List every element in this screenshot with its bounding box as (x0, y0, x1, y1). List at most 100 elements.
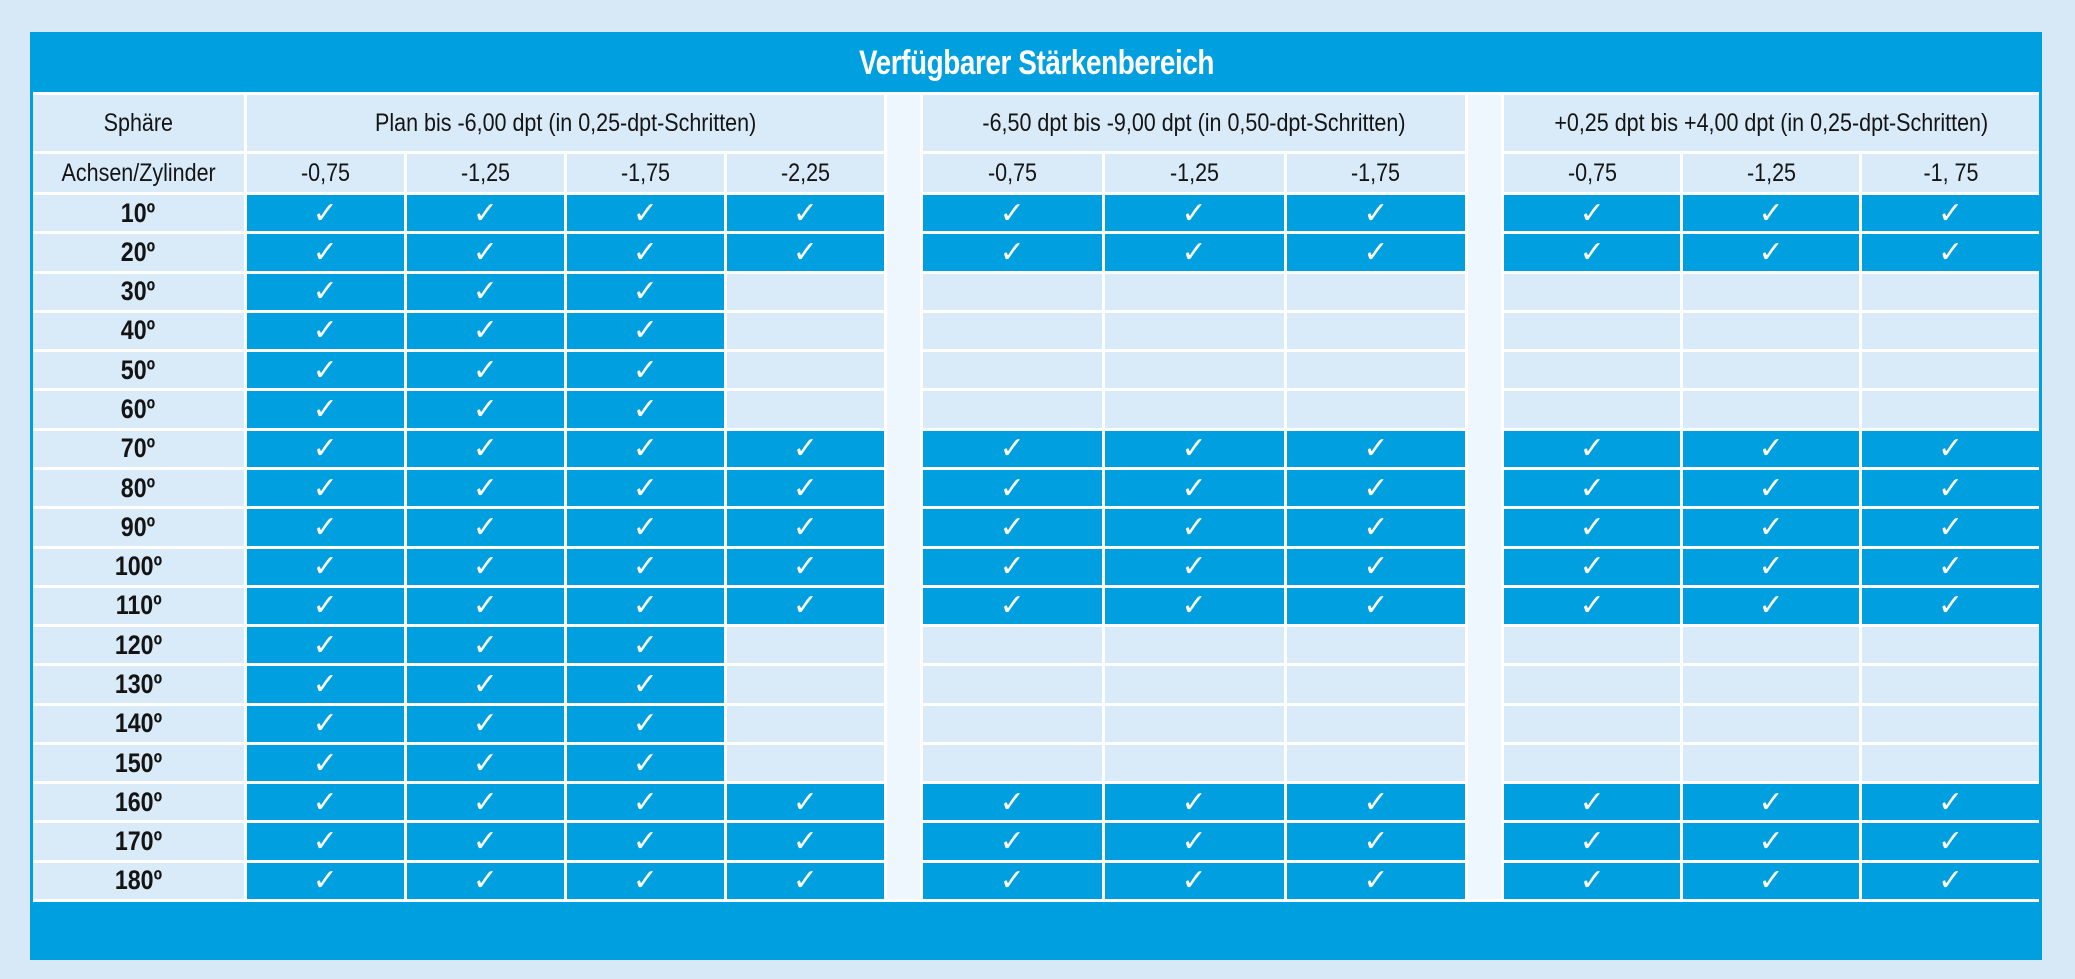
check-cell: ✓ (1504, 469, 1681, 507)
axis-label-cell: 130º (33, 666, 244, 703)
check-cell: ✓ (246, 548, 404, 585)
check-cell: ✓ (566, 234, 724, 271)
empty-cell (1104, 705, 1284, 742)
check-cell: ✓ (922, 587, 1102, 625)
empty-cell (1862, 273, 2039, 310)
check-cell: ✓ (566, 312, 724, 350)
empty-cell (1104, 627, 1284, 664)
check-cell: ✓ (1862, 823, 2039, 860)
group-header-cell: -6,50 dpt bis -9,00 dpt (in 0,50-dpt-Sch… (922, 95, 1466, 151)
check-cell: ✓ (566, 273, 724, 310)
empty-cell (1286, 627, 1466, 664)
check-cell: ✓ (406, 273, 564, 310)
empty-cell (1104, 744, 1284, 782)
check-cell: ✓ (1104, 234, 1284, 271)
empty-cell (922, 744, 1102, 782)
check-cell: ✓ (246, 430, 404, 467)
empty-cell (1683, 666, 1860, 703)
check-cell: ✓ (726, 784, 884, 821)
check-cell: ✓ (1104, 823, 1284, 860)
empty-cell (726, 312, 884, 350)
check-cell: ✓ (406, 705, 564, 742)
check-cell: ✓ (1286, 469, 1466, 507)
column-header-cell: -1,25 (1104, 154, 1284, 192)
column-header-cell: -1,25 (406, 154, 564, 192)
check-cell: ✓ (1104, 862, 1284, 899)
check-cell: ✓ (726, 548, 884, 585)
check-cell: ✓ (246, 469, 404, 507)
check-cell: ✓ (922, 509, 1102, 546)
check-cell: ✓ (1683, 862, 1860, 899)
empty-cell (1104, 666, 1284, 703)
empty-cell (1286, 666, 1466, 703)
check-cell: ✓ (1104, 784, 1284, 821)
empty-cell (1862, 666, 2039, 703)
axis-label-cell: 150º (33, 744, 244, 782)
check-cell: ✓ (726, 234, 884, 271)
check-cell: ✓ (726, 195, 884, 232)
check-cell: ✓ (922, 784, 1102, 821)
column-header-cell: -1,25 (1683, 154, 1860, 192)
axis-label-cell: 10º (33, 195, 244, 232)
check-cell: ✓ (566, 430, 724, 467)
check-cell: ✓ (1286, 195, 1466, 232)
check-cell: ✓ (1104, 195, 1284, 232)
check-cell: ✓ (1504, 195, 1681, 232)
check-cell: ✓ (566, 548, 724, 585)
empty-cell (1286, 391, 1466, 428)
check-cell: ✓ (1862, 469, 2039, 507)
axis-label-cell: 90º (33, 509, 244, 546)
check-cell: ✓ (406, 784, 564, 821)
check-cell: ✓ (246, 666, 404, 703)
check-cell: ✓ (1683, 823, 1860, 860)
check-cell: ✓ (1504, 430, 1681, 467)
empty-cell (726, 627, 884, 664)
check-cell: ✓ (726, 587, 884, 625)
check-cell: ✓ (406, 509, 564, 546)
check-cell: ✓ (566, 587, 724, 625)
axis-label-cell: 100º (33, 548, 244, 585)
empty-cell (1862, 391, 2039, 428)
check-cell: ✓ (1104, 587, 1284, 625)
empty-cell (726, 744, 884, 782)
empty-cell (726, 273, 884, 310)
empty-cell (1286, 273, 1466, 310)
availability-table-card: Verfügbarer Stärkenbereich Sphäre Plan bi… (30, 32, 2042, 960)
empty-cell (1504, 312, 1681, 350)
check-cell: ✓ (922, 430, 1102, 467)
check-cell: ✓ (566, 666, 724, 703)
check-cell: ✓ (922, 195, 1102, 232)
check-cell: ✓ (1683, 784, 1860, 821)
column-header-cell: -0,75 (246, 154, 404, 192)
check-cell: ✓ (566, 862, 724, 899)
check-cell: ✓ (566, 784, 724, 821)
table-title: Verfügbarer Stärkenbereich (858, 44, 1214, 82)
empty-cell (726, 705, 884, 742)
empty-cell (1504, 352, 1681, 389)
empty-cell (1504, 627, 1681, 664)
empty-cell (1862, 312, 2039, 350)
table-footer-bar (33, 902, 2039, 957)
check-cell: ✓ (406, 469, 564, 507)
check-cell: ✓ (566, 705, 724, 742)
check-cell: ✓ (246, 823, 404, 860)
check-cell: ✓ (726, 823, 884, 860)
check-cell: ✓ (1504, 234, 1681, 271)
empty-cell (1683, 273, 1860, 310)
row-axis-header-cell: Sphäre (33, 95, 244, 151)
empty-cell (1286, 744, 1466, 782)
axis-label-cell: 60º (33, 391, 244, 428)
check-cell: ✓ (246, 195, 404, 232)
group-header-cell: +0,25 dpt bis +4,00 dpt (in 0,25-dpt-Sch… (1504, 95, 2039, 151)
empty-cell (922, 391, 1102, 428)
check-cell: ✓ (1862, 430, 2039, 467)
column-header-cell: -0,75 (922, 154, 1102, 192)
check-cell: ✓ (1862, 862, 2039, 899)
axis-label-cell: 180º (33, 862, 244, 899)
check-cell: ✓ (1683, 548, 1860, 585)
check-cell: ✓ (566, 195, 724, 232)
check-cell: ✓ (1683, 195, 1860, 232)
check-cell: ✓ (1683, 469, 1860, 507)
check-cell: ✓ (726, 862, 884, 899)
empty-cell (1862, 352, 2039, 389)
